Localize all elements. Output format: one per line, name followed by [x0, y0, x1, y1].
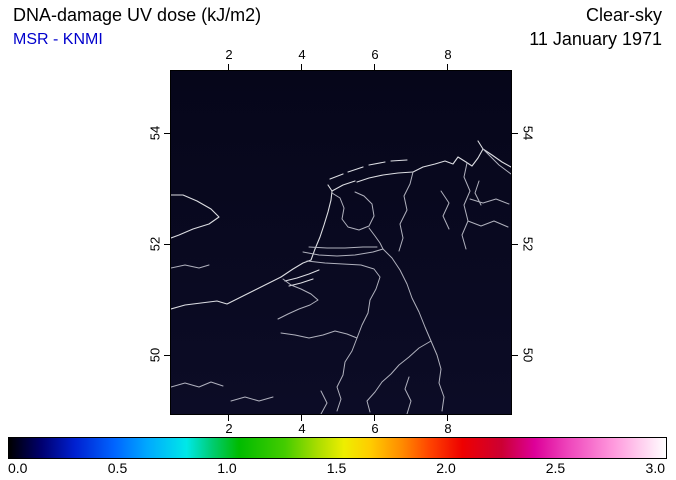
- tick-mark: [374, 415, 375, 421]
- colorbar-tick-label: 3.0: [645, 460, 665, 476]
- coastline-map: [171, 140, 511, 414]
- colorbar-tick-label: 1.5: [326, 460, 347, 476]
- colorbar-gradient: [9, 438, 666, 458]
- x-tick-label-bottom: 6: [371, 421, 379, 436]
- river-paths: [171, 148, 511, 414]
- page-title: DNA-damage UV dose (kJ/m2): [13, 5, 262, 25]
- tick-mark: [512, 133, 518, 134]
- header-left: DNA-damage UV dose (kJ/m2) MSR - KNMI: [13, 4, 261, 50]
- tick-mark: [228, 415, 229, 421]
- tick-mark: [447, 64, 448, 70]
- tick-mark: [301, 64, 302, 70]
- y-tick-label-left: 54: [147, 125, 163, 141]
- source-label: MSR - KNMI: [13, 31, 103, 48]
- coastline-paths: [171, 140, 511, 310]
- y-tick-label-left: 50: [147, 347, 163, 363]
- map-area: [171, 71, 511, 414]
- colorbar-tick-label: 2.0: [436, 460, 456, 476]
- y-tick-label-right: 52: [520, 236, 536, 252]
- colorbar-tick-label: 0.5: [107, 460, 128, 476]
- x-tick-label-bottom: 2: [225, 421, 233, 436]
- colorbar-tick-label: 2.5: [545, 460, 566, 476]
- colorbar-labels: 0.0 0.5 1.0 1.5 2.0 2.5 3.0: [8, 460, 665, 476]
- header-right: Clear-sky 11 January 1971: [529, 4, 662, 50]
- tick-mark: [164, 244, 170, 245]
- x-tick-label-top: 2: [225, 47, 233, 62]
- y-tick-label-right: 50: [520, 347, 536, 363]
- tick-mark: [512, 355, 518, 356]
- y-tick-label-right: 54: [520, 125, 536, 141]
- x-tick-label-bottom: 4: [298, 421, 306, 436]
- tick-mark: [228, 64, 229, 70]
- x-tick-label-top: 8: [444, 47, 452, 62]
- tick-mark: [512, 244, 518, 245]
- colorbar: [8, 437, 667, 459]
- colorbar-tick-label: 0.0: [8, 460, 28, 476]
- map-panel: 2 4 6 8 2 4 6 8 54 52 50 54 52 50: [148, 47, 536, 436]
- x-tick-label-top: 6: [371, 47, 379, 62]
- tick-mark: [374, 64, 375, 70]
- tick-mark: [164, 133, 170, 134]
- colorbar-tick-label: 1.0: [217, 460, 237, 476]
- date-label: 11 January 1971: [529, 29, 662, 49]
- x-tick-label-bottom: 8: [444, 421, 452, 436]
- tick-mark: [301, 415, 302, 421]
- tick-mark: [164, 355, 170, 356]
- y-tick-label-left: 52: [147, 236, 163, 252]
- tick-mark: [447, 415, 448, 421]
- x-tick-label-top: 4: [298, 47, 306, 62]
- condition-label: Clear-sky: [585, 5, 662, 25]
